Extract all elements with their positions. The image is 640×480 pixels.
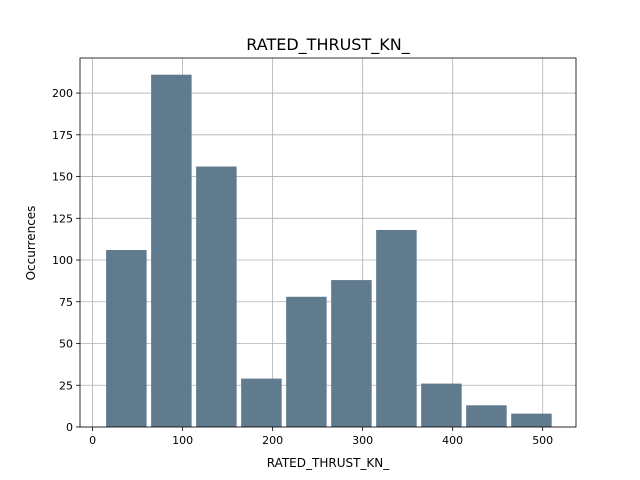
y-tick-label: 75 bbox=[59, 296, 73, 309]
histogram-bar bbox=[106, 250, 147, 427]
y-axis-ticks: 0 25 50 75 100 125 150 175 200 bbox=[52, 87, 80, 434]
y-tick-label: 150 bbox=[52, 171, 73, 184]
y-axis-label: Occurrences bbox=[24, 206, 38, 281]
x-tick-label: 400 bbox=[442, 434, 463, 447]
y-tick-label: 25 bbox=[59, 379, 73, 392]
histogram-bar bbox=[421, 383, 462, 427]
x-tick-label: 500 bbox=[532, 434, 553, 447]
x-axis-ticks: 0 100 200 300 400 500 bbox=[89, 427, 553, 447]
y-tick-label: 125 bbox=[52, 212, 73, 225]
x-tick-label: 100 bbox=[172, 434, 193, 447]
chart-title: RATED_THRUST_KN_ bbox=[246, 35, 410, 55]
histogram-bar bbox=[466, 405, 507, 427]
x-axis-label: RATED_THRUST_KN_ bbox=[267, 456, 391, 470]
x-tick-label: 200 bbox=[262, 434, 283, 447]
y-tick-label: 200 bbox=[52, 87, 73, 100]
histogram-bar bbox=[196, 166, 237, 427]
histogram-bar bbox=[151, 74, 192, 427]
y-tick-label: 175 bbox=[52, 129, 73, 142]
histogram-bars bbox=[106, 74, 552, 427]
histogram-bar bbox=[331, 280, 372, 427]
x-tick-label: 0 bbox=[89, 434, 96, 447]
plot-frame bbox=[79, 57, 577, 428]
y-tick-label: 100 bbox=[52, 254, 73, 267]
y-tick-label: 0 bbox=[66, 421, 73, 434]
histogram-bar bbox=[286, 296, 327, 427]
x-tick-label: 300 bbox=[352, 434, 373, 447]
histogram-bar bbox=[511, 413, 552, 427]
histogram-bar bbox=[241, 378, 282, 427]
y-tick-label: 50 bbox=[59, 338, 73, 351]
histogram-bar bbox=[376, 229, 417, 427]
